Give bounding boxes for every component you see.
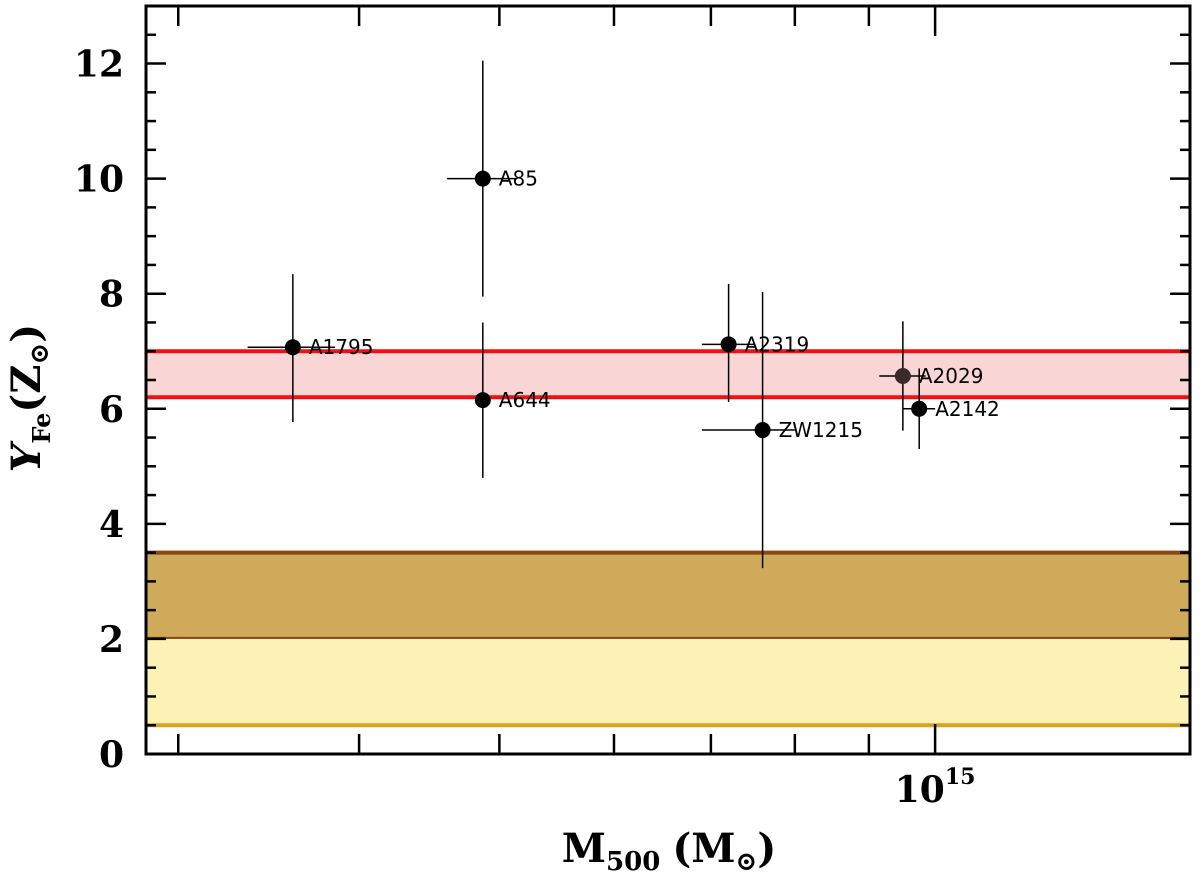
ytick-label-2: 2	[99, 619, 124, 661]
ytick-label-4: 4	[99, 504, 124, 546]
x-axis-title-close: )	[757, 825, 776, 872]
plot-frame	[144, 4, 1192, 756]
y-tick-labels: 0 2 4 6 8 10 12	[74, 44, 124, 776]
point-label-zw1215: ZW1215	[779, 418, 863, 442]
point-a1795	[284, 339, 301, 356]
ytick-label-12: 12	[74, 44, 124, 86]
point-a85	[474, 170, 491, 187]
y-axis-title-sun: ⊙	[25, 343, 55, 365]
ytick-label-6: 6	[99, 389, 124, 431]
point-label-a2319: A2319	[745, 332, 810, 356]
band-1	[146, 552, 1190, 639]
xtick-label-0: 1015	[895, 764, 976, 811]
y-axis-title-sub: Fe	[27, 413, 56, 444]
points-layer	[284, 170, 928, 439]
ytick-label-0: 0	[99, 734, 124, 776]
point-label-a2142: A2142	[935, 397, 1000, 421]
point-a2319	[720, 336, 737, 353]
point-label-a644: A644	[499, 388, 551, 412]
point-label-a2029: A2029	[919, 364, 984, 388]
x-axis-title-unit: (M	[672, 825, 735, 872]
band-2	[146, 638, 1190, 726]
x-axis-title-main: M	[562, 825, 606, 872]
x-axis-title-sub: 500	[606, 847, 660, 876]
x-axis-title-sun: ⊙	[736, 847, 758, 876]
point-labels-layer: A1795 A85 A644 A2319 ZW1215 A2029 A2142	[309, 167, 1000, 442]
y-axis-title-unit: (Z	[3, 365, 50, 413]
x-axis-title: M500 (M⊙)	[562, 825, 777, 876]
x-tick-labels: 1015	[895, 764, 976, 811]
bands-layer	[146, 349, 1190, 728]
point-label-a85: A85	[499, 167, 538, 191]
point-zw1215	[754, 422, 771, 439]
y-axis-title-close: )	[3, 324, 50, 343]
point-a2142	[911, 400, 928, 417]
point-a644	[474, 392, 491, 409]
ytick-label-10: 10	[74, 159, 124, 201]
y-axis-title: YFe(Z⊙)	[3, 324, 56, 472]
xtick-label-base: 10	[895, 769, 945, 811]
y-axis-title-main: Y	[3, 440, 50, 472]
point-label-a1795: A1795	[309, 335, 374, 359]
band-0	[146, 351, 1190, 398]
xtick-label-exponent: 15	[945, 764, 976, 790]
point-a2029	[894, 367, 911, 384]
ytick-label-8: 8	[99, 274, 124, 316]
error-bars-layer	[247, 60, 936, 569]
